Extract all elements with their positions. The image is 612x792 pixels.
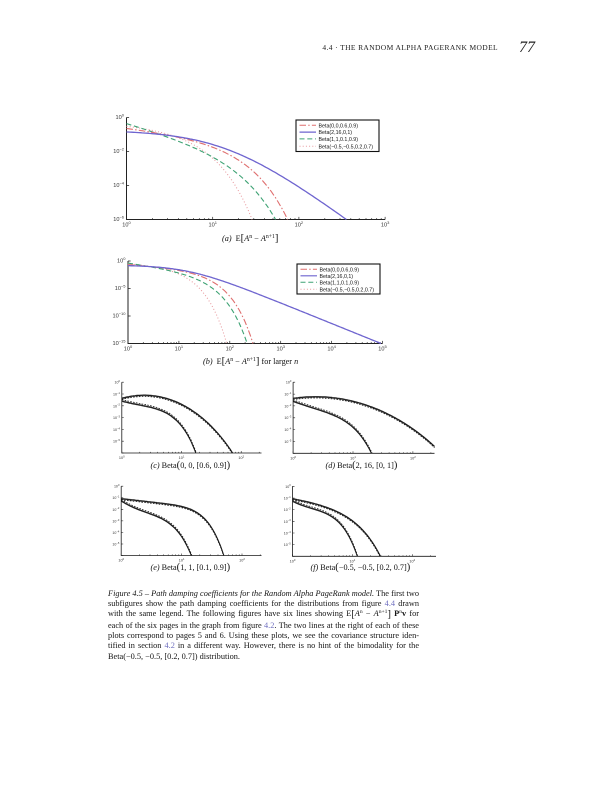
svg-text:105: 105 [378,344,387,353]
svg-text:100: 100 [118,557,124,563]
svg-text:100: 100 [290,455,296,461]
svg-text:10−1: 10−1 [112,495,120,501]
svg-text:Beta(−0.5,−0.5,0.2,0.7): Beta(−0.5,−0.5,0.2,0.7) [319,144,374,150]
svg-text:102: 102 [409,558,415,564]
svg-text:10−3: 10−3 [113,415,121,421]
svg-text:10−15: 10−15 [112,338,126,347]
svg-text:10−2: 10−2 [112,506,120,512]
svg-text:100: 100 [116,112,125,121]
svg-text:Beta(−0.5,−0.5,0.2,0.7): Beta(−0.5,−0.5,0.2,0.7) [320,287,375,293]
svg-text:100: 100 [122,220,131,229]
svg-text:10−1: 10−1 [284,391,292,397]
svg-text:Beta(0,0,0.6,0.9): Beta(0,0,0.6,0.9) [319,123,359,129]
svg-text:100: 100 [290,558,296,564]
svg-text:101: 101 [350,558,356,564]
svg-text:102: 102 [238,455,244,461]
svg-text:100: 100 [119,455,125,461]
svg-text:101: 101 [179,455,185,461]
svg-text:101: 101 [179,557,185,563]
svg-text:102: 102 [226,344,235,353]
svg-text:10−4: 10−4 [113,180,125,189]
svg-text:10−5: 10−5 [112,541,120,547]
svg-text:100: 100 [117,256,126,265]
svg-text:101: 101 [208,220,217,229]
svg-text:Beta(2,16,0,1): Beta(2,16,0,1) [320,274,354,280]
svg-text:10−5: 10−5 [113,438,121,444]
svg-text:10−2: 10−2 [113,403,121,409]
svg-text:10−2: 10−2 [284,403,292,409]
svg-text:103: 103 [381,220,390,229]
svg-text:10−3: 10−3 [284,518,292,524]
svg-text:Beta(0,0,0.6,0.9): Beta(0,0,0.6,0.9) [320,267,360,273]
svg-text:10−4: 10−4 [112,529,120,535]
svg-text:10−3: 10−3 [284,415,292,421]
svg-text:102: 102 [410,455,416,461]
svg-text:100: 100 [286,379,292,385]
svg-text:10−4: 10−4 [284,427,292,433]
svg-text:104: 104 [327,344,336,353]
svg-text:100: 100 [115,379,121,385]
svg-text:10−4: 10−4 [284,530,292,536]
svg-text:10−2: 10−2 [284,507,292,513]
svg-text:Beta(1,1,0.1,0.9): Beta(1,1,0.1,0.9) [320,280,360,286]
svg-text:10−5: 10−5 [284,542,292,548]
svg-text:10−1: 10−1 [113,391,121,397]
svg-text:101: 101 [175,344,184,353]
svg-text:10−5: 10−5 [284,438,292,444]
svg-text:10−1: 10−1 [284,495,292,501]
svg-text:100: 100 [114,483,120,489]
svg-text:102: 102 [295,220,304,229]
svg-text:Beta(1,1,0.1,0.9): Beta(1,1,0.1,0.9) [319,137,359,143]
svg-text:10−5: 10−5 [115,283,127,292]
svg-text:10−10: 10−10 [112,311,126,320]
svg-text:103: 103 [276,344,285,353]
svg-text:100: 100 [285,483,291,489]
svg-text:102: 102 [239,557,245,563]
svg-text:10−3: 10−3 [112,518,120,524]
svg-text:10−2: 10−2 [113,146,125,155]
svg-text:101: 101 [350,455,356,461]
svg-text:Beta(2,16,0,1): Beta(2,16,0,1) [319,130,353,136]
svg-text:10−4: 10−4 [113,426,121,432]
svg-text:10−6: 10−6 [113,214,125,223]
svg-text:100: 100 [124,344,133,353]
